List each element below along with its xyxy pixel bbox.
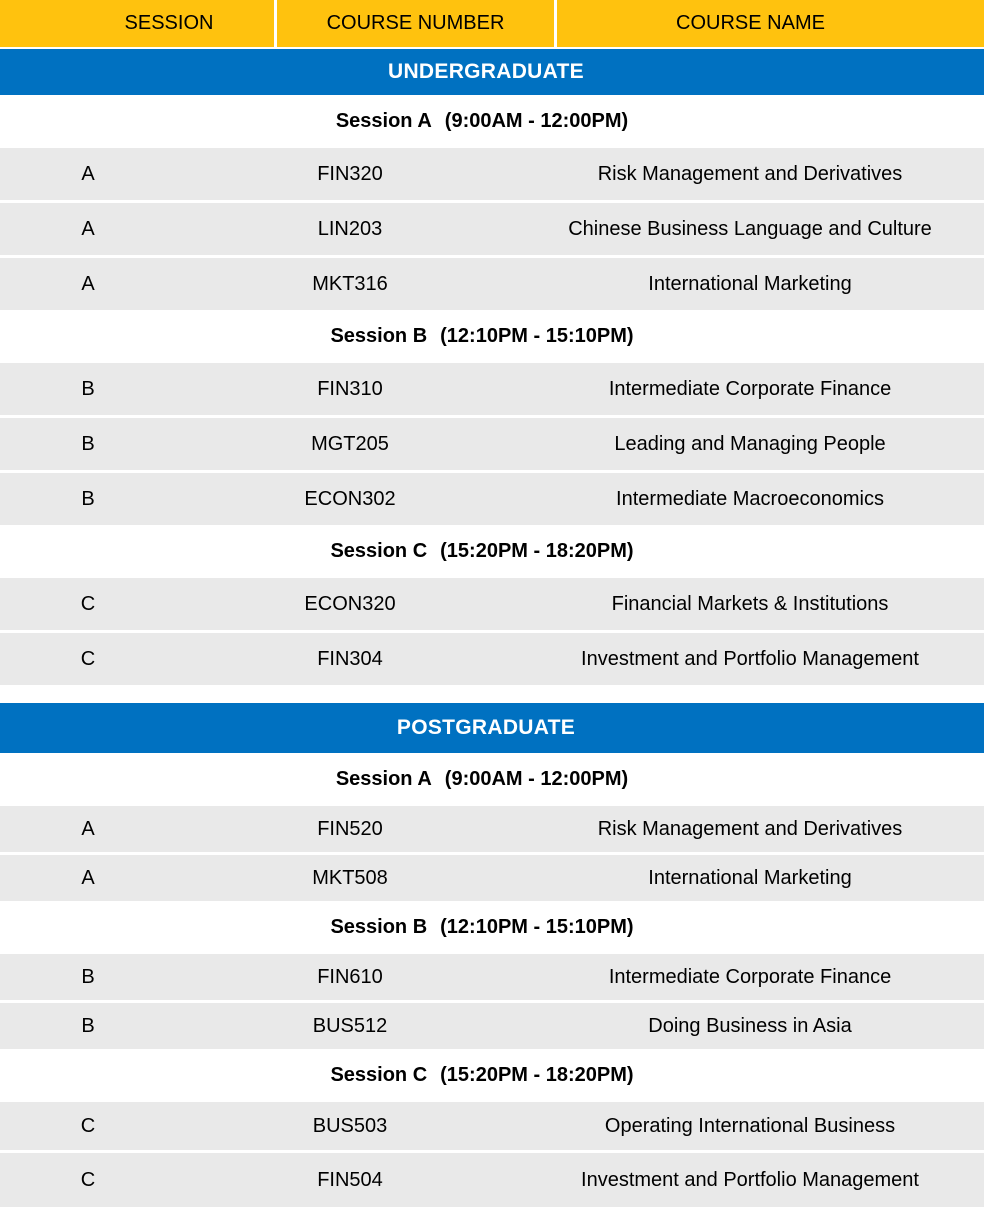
session-time: (9:00AM - 12:00PM) — [444, 768, 629, 790]
table-row: A LIN203 Chinese Business Language and C… — [0, 203, 984, 255]
table-row: C FIN504 Investment and Portfolio Manage… — [0, 1153, 984, 1207]
course-number-cell: MKT508 — [312, 866, 388, 889]
table-row: C ECON320 Financial Markets & Institutio… — [0, 578, 984, 630]
session-cell: B — [81, 487, 95, 510]
session-header-ug-c: Session C (15:20PM - 18:20PM) — [0, 525, 984, 578]
session-cell: C — [80, 592, 96, 615]
session-b-rows-ug: B FIN310 Intermediate Corporate Finance … — [0, 363, 984, 525]
section-spacer — [0, 685, 984, 703]
session-name: Session A — [335, 110, 432, 132]
course-number-cell: MGT205 — [311, 432, 389, 455]
session-cell: C — [80, 647, 96, 670]
table-row: B FIN610 Intermediate Corporate Finance — [0, 954, 984, 1000]
course-name-cell: International Marketing — [648, 866, 852, 889]
course-name-cell: Risk Management and Derivatives — [597, 817, 903, 840]
course-name-cell: International Marketing — [648, 272, 852, 295]
session-name: Session B — [330, 325, 428, 347]
session-name: Session C — [330, 1064, 428, 1086]
course-name-cell: Intermediate Corporate Finance — [608, 377, 892, 400]
column-header-session: SESSION — [0, 0, 274, 47]
table-row: A MKT508 International Marketing — [0, 855, 984, 901]
session-cell: A — [81, 817, 95, 840]
table-row: B ECON302 Intermediate Macroeconomics — [0, 473, 984, 525]
session-header-ug-b: Session B (12:10PM - 15:10PM) — [0, 310, 984, 363]
session-cell: B — [81, 1014, 95, 1037]
course-number-cell: ECON302 — [304, 487, 396, 510]
course-number-cell: MKT316 — [312, 272, 388, 295]
column-header-course-name: COURSE NAME — [557, 0, 984, 47]
table-row: A FIN520 Risk Management and Derivatives — [0, 806, 984, 852]
course-name-cell: Investment and Portfolio Management — [581, 1168, 919, 1191]
table-header-row: SESSION COURSE NUMBER COURSE NAME — [0, 0, 984, 47]
column-divider — [554, 0, 557, 47]
course-number-cell: ECON320 — [304, 592, 396, 615]
session-time: (9:00AM - 12:00PM) — [444, 110, 629, 132]
course-name-cell: Financial Markets & Institutions — [611, 592, 889, 615]
session-name: Session B — [330, 916, 428, 938]
session-a-rows-ug: A FIN320 Risk Management and Derivatives… — [0, 148, 984, 310]
session-cell: A — [81, 217, 95, 240]
course-name-cell: Intermediate Corporate Finance — [608, 965, 892, 988]
course-name-cell: Risk Management and Derivatives — [597, 162, 903, 185]
course-number-cell: FIN520 — [317, 817, 383, 840]
table-row: B BUS512 Doing Business in Asia — [0, 1003, 984, 1049]
session-cell: B — [81, 965, 95, 988]
course-number-cell: FIN320 — [317, 162, 383, 185]
session-time: (12:10PM - 15:10PM) — [440, 916, 634, 938]
session-name: Session A — [335, 768, 432, 790]
course-name-cell: Investment and Portfolio Management — [581, 647, 919, 670]
session-header-pg-c: Session C (15:20PM - 18:20PM) — [0, 1049, 984, 1102]
session-cell: B — [81, 432, 95, 455]
table-row: A FIN320 Risk Management and Derivatives — [0, 148, 984, 200]
session-c-rows-pg: C BUS503 Operating International Busines… — [0, 1102, 984, 1207]
session-time: (12:10PM - 15:10PM) — [440, 325, 634, 347]
session-cell: C — [80, 1114, 96, 1137]
course-name-cell: Operating International Business — [604, 1114, 896, 1137]
table-row: B MGT205 Leading and Managing People — [0, 418, 984, 470]
course-number-cell: FIN304 — [317, 647, 383, 670]
column-divider — [274, 0, 277, 47]
session-a-rows-pg: A FIN520 Risk Management and Derivatives… — [0, 806, 984, 901]
course-number-cell: FIN610 — [317, 965, 383, 988]
table-row: B FIN310 Intermediate Corporate Finance — [0, 363, 984, 415]
course-number-cell: FIN504 — [317, 1168, 383, 1191]
session-header-ug-a: Session A (9:00AM - 12:00PM) — [0, 95, 984, 148]
session-cell: A — [81, 866, 95, 889]
course-number-cell: BUS503 — [312, 1114, 388, 1137]
course-name-cell: Chinese Business Language and Culture — [568, 217, 932, 240]
session-name: Session C — [330, 540, 428, 562]
session-time: (15:20PM - 18:20PM) — [440, 540, 634, 562]
session-time: (15:20PM - 18:20PM) — [440, 1064, 634, 1086]
table-row: C BUS503 Operating International Busines… — [0, 1102, 984, 1150]
postgraduate-band: POSTGRADUATE — [0, 703, 984, 753]
session-cell: A — [81, 272, 95, 295]
course-number-cell: LIN203 — [317, 217, 383, 240]
course-name-cell: Intermediate Macroeconomics — [616, 487, 884, 510]
undergraduate-band: UNDERGRADUATE — [0, 49, 984, 95]
session-b-rows-pg: B FIN610 Intermediate Corporate Finance … — [0, 954, 984, 1049]
table-row: C FIN304 Investment and Portfolio Manage… — [0, 633, 984, 685]
table-row: A MKT316 International Marketing — [0, 258, 984, 310]
course-number-cell: BUS512 — [312, 1014, 388, 1037]
session-cell: B — [81, 377, 95, 400]
session-cell: C — [80, 1168, 96, 1191]
course-name-cell: Leading and Managing People — [614, 432, 886, 455]
session-header-pg-b: Session B (12:10PM - 15:10PM) — [0, 901, 984, 954]
column-header-course-number: COURSE NUMBER — [277, 0, 554, 47]
session-header-pg-a: Session A (9:00AM - 12:00PM) — [0, 753, 984, 806]
session-c-rows-ug: C ECON320 Financial Markets & Institutio… — [0, 578, 984, 685]
session-cell: A — [81, 162, 95, 185]
course-number-cell: FIN310 — [317, 377, 383, 400]
course-name-cell: Doing Business in Asia — [648, 1014, 852, 1037]
